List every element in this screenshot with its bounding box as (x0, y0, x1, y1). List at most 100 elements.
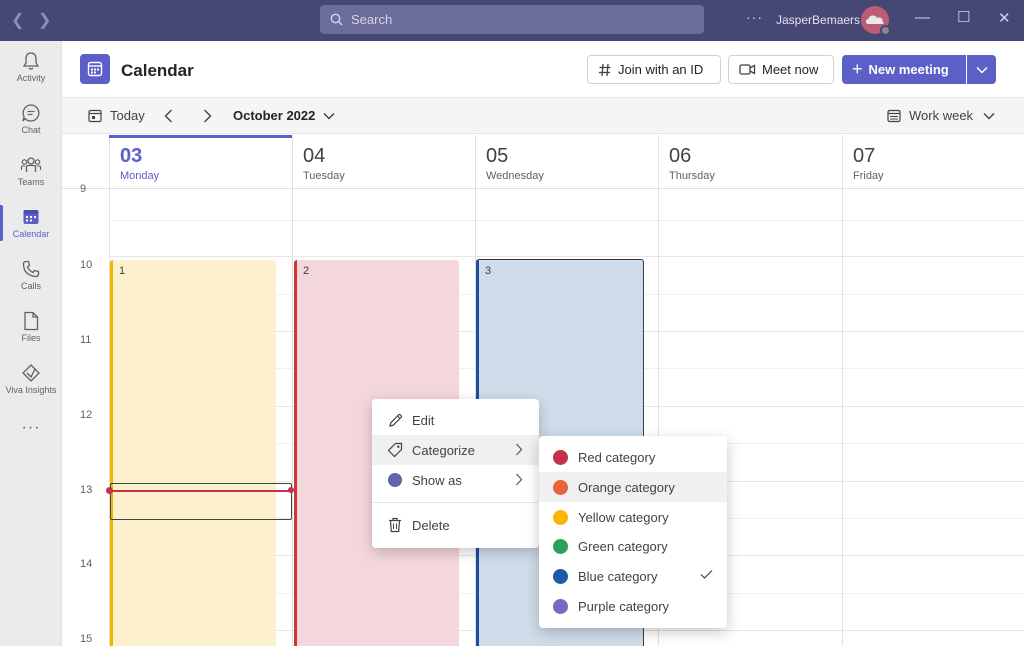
more-options-icon[interactable]: ··· (746, 9, 763, 25)
category-orange[interactable]: Orange category (539, 472, 727, 502)
orange-dot-icon (553, 479, 568, 495)
today-button[interactable]: Today (88, 108, 145, 123)
day-header-wednesday[interactable]: 05 Wednesday (475, 135, 659, 188)
rail-more-icon[interactable]: ··· (21, 419, 41, 436)
trash-icon (386, 517, 404, 533)
day-number: 06 (669, 145, 692, 167)
category-blue[interactable]: Blue category (539, 561, 727, 591)
hour-label: 9 (80, 183, 87, 195)
day-header-monday[interactable]: 03 Monday (109, 135, 293, 188)
calendar-today-icon (88, 109, 102, 122)
hour-label: 12 (80, 409, 93, 421)
rail-item-calendar[interactable]: Calendar (0, 197, 62, 249)
view-selector[interactable]: Work week (887, 108, 995, 123)
event-title: 3 (485, 265, 492, 277)
teams-icon (20, 154, 42, 176)
menu-item-show-as[interactable]: Show as (372, 465, 539, 495)
calendar-event[interactable]: 1 (110, 260, 276, 646)
day-header-thursday[interactable]: 06 Thursday (658, 135, 842, 188)
menu-divider (372, 502, 539, 503)
viva-insights-icon (21, 362, 41, 384)
calendar-toolbar: Today October 2022 Work week (62, 97, 1024, 134)
menu-item-edit[interactable]: Edit (372, 405, 539, 435)
month-picker[interactable]: October 2022 (233, 108, 335, 123)
bell-icon (22, 50, 40, 72)
search-placeholder: Search (351, 12, 393, 27)
day-column-line (658, 188, 659, 646)
meet-now-button[interactable]: Meet now (728, 55, 834, 84)
minimize-icon[interactable]: — (915, 9, 930, 26)
meet-now-label: Meet now (762, 62, 819, 77)
next-week-icon[interactable] (203, 109, 212, 123)
yellow-dot-icon (553, 509, 568, 525)
category-yellow[interactable]: Yellow category (539, 502, 727, 532)
chevron-right-icon (516, 473, 523, 486)
category-red[interactable]: Red category (539, 442, 727, 472)
time-slot-selection[interactable] (110, 483, 292, 520)
chevron-right-icon (516, 443, 523, 456)
category-purple[interactable]: Purple category (539, 591, 727, 621)
forward-arrow-icon[interactable]: ❯ (38, 12, 52, 29)
view-label: Work week (909, 108, 974, 123)
event-title: 1 (119, 265, 126, 277)
rail-item-teams[interactable]: Teams (0, 145, 62, 197)
close-icon[interactable]: ✕ (998, 10, 1011, 27)
user-name: JasperBemaers (776, 13, 861, 27)
chat-icon (21, 102, 41, 124)
day-header-friday[interactable]: 07 Friday (842, 135, 1024, 188)
join-with-id-button[interactable]: Join with an ID (587, 55, 721, 84)
category-label: Yellow category (578, 509, 669, 525)
chevron-down-icon (983, 112, 995, 119)
rail-item-files[interactable]: Files (0, 301, 62, 353)
green-dot-icon (553, 538, 568, 554)
day-name: Wednesday (486, 170, 544, 182)
day-number: 04 (303, 145, 326, 167)
month-label: October 2022 (233, 108, 316, 123)
category-label: Green category (578, 538, 668, 554)
menu-item-label: Show as (412, 472, 462, 488)
chevron-down-icon (975, 66, 988, 74)
plus-icon: + (852, 59, 863, 79)
previous-week-icon[interactable] (164, 109, 173, 123)
rail-item-calls[interactable]: Calls (0, 249, 62, 301)
menu-item-delete[interactable]: Delete (372, 510, 539, 540)
presence-indicator (880, 25, 891, 36)
rail-label: Activity (16, 73, 46, 83)
today-label: Today (110, 108, 145, 123)
half-hour-line (109, 220, 1024, 221)
category-submenu: Red category Orange category Yellow cate… (539, 436, 727, 628)
avatar[interactable] (861, 6, 891, 36)
current-time-dot (106, 487, 113, 494)
rail-item-viva-insights[interactable]: Viva Insights (0, 353, 62, 405)
status-dot-icon (386, 473, 404, 487)
page-title: Calendar (121, 61, 194, 80)
calendar-view-icon (887, 109, 901, 122)
day-header-tuesday[interactable]: 04 Tuesday (292, 135, 476, 188)
rail-label: Calendar (12, 229, 50, 239)
purple-dot-icon (553, 598, 568, 614)
back-arrow-icon[interactable]: ❮ (11, 12, 25, 29)
hour-label: 13 (80, 484, 93, 496)
day-name: Tuesday (303, 170, 345, 182)
hour-line (109, 256, 1024, 257)
menu-item-label: Edit (412, 412, 435, 428)
search-input[interactable]: Search (320, 5, 704, 34)
video-camera-icon (739, 63, 756, 76)
rail-item-activity[interactable]: Activity (0, 41, 62, 93)
rail-item-chat[interactable]: Chat (0, 93, 62, 145)
current-time-end-dot (288, 487, 294, 493)
category-green[interactable]: Green category (539, 531, 727, 561)
pencil-icon (386, 413, 404, 428)
hour-label: 10 (80, 259, 93, 271)
day-column-line (292, 188, 293, 646)
menu-item-categorize[interactable]: Categorize (372, 435, 539, 465)
day-name: Thursday (669, 170, 715, 182)
rail-label: Teams (17, 177, 45, 187)
new-meeting-button[interactable]: + New meeting (842, 55, 966, 84)
hour-label: 14 (80, 558, 93, 570)
maximize-icon[interactable]: ☐ (957, 9, 971, 26)
day-column-line (842, 188, 843, 646)
chevron-down-icon (323, 112, 335, 119)
calendar-app-icon (80, 54, 110, 84)
new-meeting-dropdown-button[interactable] (967, 55, 996, 84)
